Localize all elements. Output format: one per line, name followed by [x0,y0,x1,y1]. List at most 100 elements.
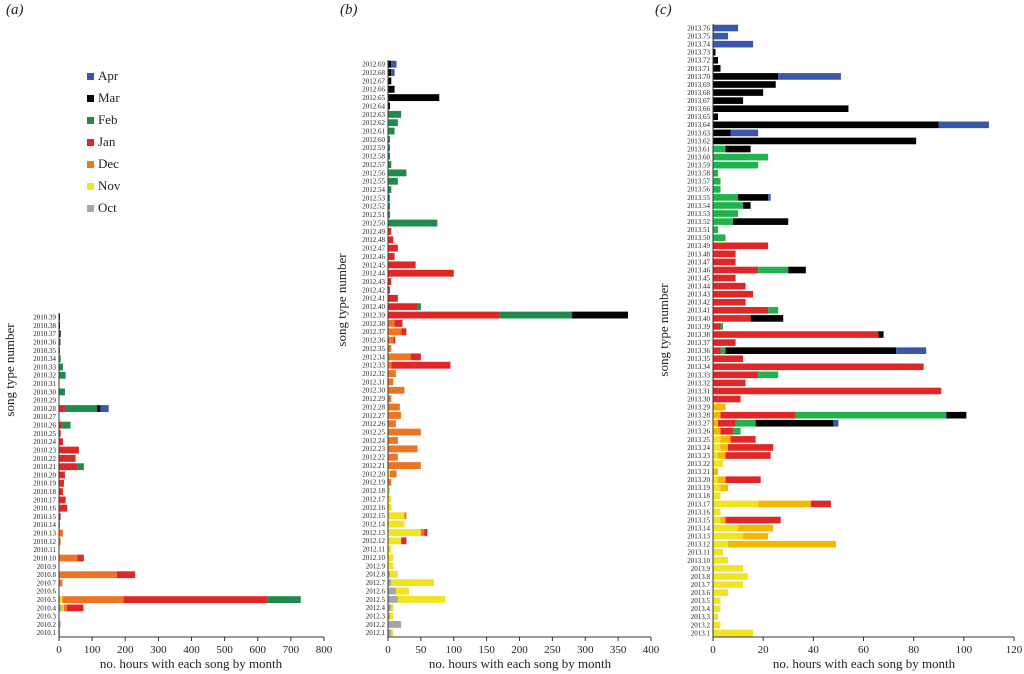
bar-segment [391,604,394,612]
x-axis-title: no. hours with each song by month [100,656,283,671]
y-tick-label: 2012.55 [362,178,385,186]
bar-segment [713,403,726,411]
bar-segment [778,73,841,80]
bar-segment [725,516,781,524]
bar-segment [388,69,392,76]
y-tick-label: 2010.38 [33,322,56,330]
bar-segment [743,532,769,540]
y-tick-label: 2013.59 [687,162,710,170]
bar-segment [713,56,719,64]
bar-segment [388,244,398,252]
y-tick-label: 2012.28 [362,403,385,411]
y-tick-label: 2012.34 [362,353,385,361]
panel-a: (a)2010.12010.22010.32010.42010.52010.62… [2,2,333,671]
bar-segment [388,227,392,235]
bar-segment [572,311,628,319]
bar-segment [59,463,78,471]
bar-segment [59,363,63,371]
y-tick-label: 2010.22 [33,455,56,463]
bar-segment [388,94,440,102]
y-tick-label: 2013.55 [687,194,710,202]
y-tick-label: 2013.34 [687,363,710,371]
y-tick-label: 2013.44 [687,283,710,291]
bar-segment [713,234,726,242]
y-tick-label: 2013.41 [687,307,710,315]
bar-segment [388,278,392,286]
bar-segment [713,242,769,250]
y-tick-label: 2013.65 [687,113,710,121]
y-tick-label: 2013.37 [687,339,710,347]
bar-segment [946,411,967,419]
bar-segment [388,612,390,620]
y-tick-label: 2012.27 [362,412,385,420]
y-tick-label: 2013.52 [687,218,710,226]
bar-segment [388,361,392,369]
bar-segment [713,500,759,508]
bar-segment [718,476,726,484]
bar-segment [713,274,736,282]
y-tick-label: 2012.63 [362,111,385,119]
y-tick-label: 2013.66 [687,105,710,113]
bar-segment [100,405,109,412]
y-axis-title: song type number [656,283,671,377]
bar-segment [713,428,721,435]
y-tick-label: 2012.37 [362,328,385,336]
y-tick-label: 2012.53 [362,194,385,202]
y-tick-label: 2013.22 [687,460,710,468]
bar-segment [97,405,101,412]
bar-segment [713,419,719,427]
bar-segment [713,549,724,556]
y-tick-label: 2012.61 [362,127,385,135]
bar-segment [59,430,61,437]
y-tick-label: 2010.14 [33,521,56,529]
bar-segment [878,331,884,338]
y-tick-label: 2013.56 [687,186,710,194]
bar-segment [713,452,719,459]
y-tick-label: 2012.4 [366,604,386,612]
bar-segment [388,353,412,361]
y-tick-label: 2013.51 [687,226,710,234]
bar-segment [397,595,446,603]
bar-segment [123,596,268,604]
y-tick-label: 2013.14 [687,525,710,533]
x-tick-label: 100 [84,644,101,656]
y-tick-label: 2013.2 [691,621,711,629]
bar-segment [733,428,741,435]
bar-segment [743,202,751,209]
bar-segment [388,537,402,545]
y-tick-label: 2010.1 [37,629,57,637]
bar-segment [720,411,796,419]
bar-segment [59,421,63,429]
y-tick-label: 2012.13 [362,529,385,537]
bar-segment [388,370,396,378]
bar-segment [391,69,395,76]
x-tick-label: 300 [577,644,594,656]
bar-segment [728,540,836,548]
y-tick-label: 2013.28 [687,412,710,420]
y-tick-label: 2013.67 [687,97,710,105]
y-tick-label: 2013.17 [687,500,710,508]
bar-segment [713,532,744,540]
bar-segment [401,328,407,336]
bar-segment [713,363,924,371]
bar-segment [59,579,63,587]
y-tick-label: 2013.68 [687,89,710,97]
y-tick-label: 2013.30 [687,395,710,403]
bar-segment [713,605,721,613]
bar-segment [713,194,739,201]
bar-segment [388,328,402,336]
x-tick-label: 0 [385,644,391,656]
bar-segment [713,524,739,532]
bar-segment [713,355,744,363]
bar-segment [738,194,769,201]
bar-segment [63,604,67,612]
y-tick-label: 2012.9 [366,562,386,570]
bar-segment [713,629,754,637]
bar-segment [388,487,390,495]
y-tick-label: 2012.51 [362,211,385,219]
y-tick-label: 2012.22 [362,454,385,462]
bar-segment [758,266,789,274]
y-tick-label: 2013.16 [687,508,710,516]
bar-segment [388,495,392,503]
